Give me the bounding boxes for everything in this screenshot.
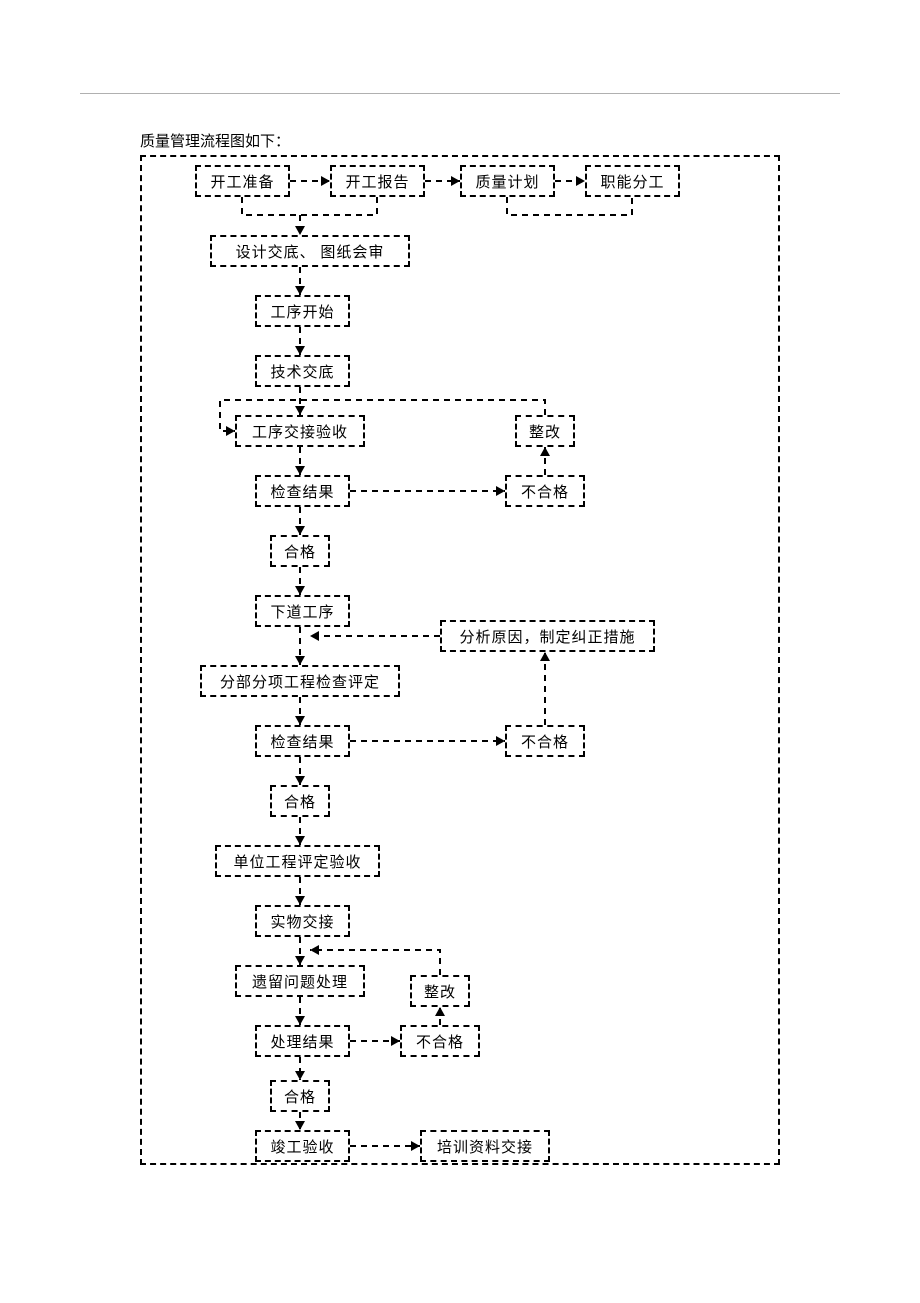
node-n14: 分析原因，制定纠正措施	[440, 620, 655, 652]
flowchart-border	[140, 155, 780, 1165]
flowchart: 开工准备 开工报告 质量计划职能分工设计交底、 图纸会审工序开始技术交底工序交接验收…	[140, 155, 780, 1165]
page: 质量管理流程图如下： 开工准备 开工报告 质量计划职能分工设计交底、 图纸会审工序开…	[0, 0, 920, 1303]
node-n27: 培训资料交接	[420, 1130, 550, 1162]
node-n19: 单位工程评定验收	[215, 845, 380, 877]
node-n13: 下道工序	[255, 595, 350, 627]
node-n1: 开工准备	[195, 165, 290, 197]
node-n17: 不合格	[505, 725, 585, 757]
node-n6: 工序开始	[255, 295, 350, 327]
node-n3: 质量计划	[460, 165, 555, 197]
node-n24: 不合格	[400, 1025, 480, 1057]
node-n5: 设计交底、 图纸会审	[210, 235, 410, 267]
header-rule	[80, 93, 840, 94]
node-n11: 不合格	[505, 475, 585, 507]
node-n12: 合格	[270, 535, 330, 567]
node-n8: 工序交接验收	[235, 415, 365, 447]
node-n15: 分部分项工程检查评定	[200, 665, 400, 697]
node-n22: 整改	[410, 975, 470, 1007]
node-n4: 职能分工	[585, 165, 680, 197]
node-n7: 技术交底	[255, 355, 350, 387]
node-n9: 整改	[515, 415, 575, 447]
node-n26: 竣工验收	[255, 1130, 350, 1162]
node-n23: 处理结果	[255, 1025, 350, 1057]
page-title: 质量管理流程图如下：	[140, 130, 290, 151]
node-n16: 检查结果	[255, 725, 350, 757]
node-n25: 合格	[270, 1080, 330, 1112]
node-n21: 遗留问题处理	[235, 965, 365, 997]
node-n2: 开工报告	[330, 165, 425, 197]
node-n10: 检查结果	[255, 475, 350, 507]
node-n18: 合格	[270, 785, 330, 817]
node-n20: 实物交接	[255, 905, 350, 937]
